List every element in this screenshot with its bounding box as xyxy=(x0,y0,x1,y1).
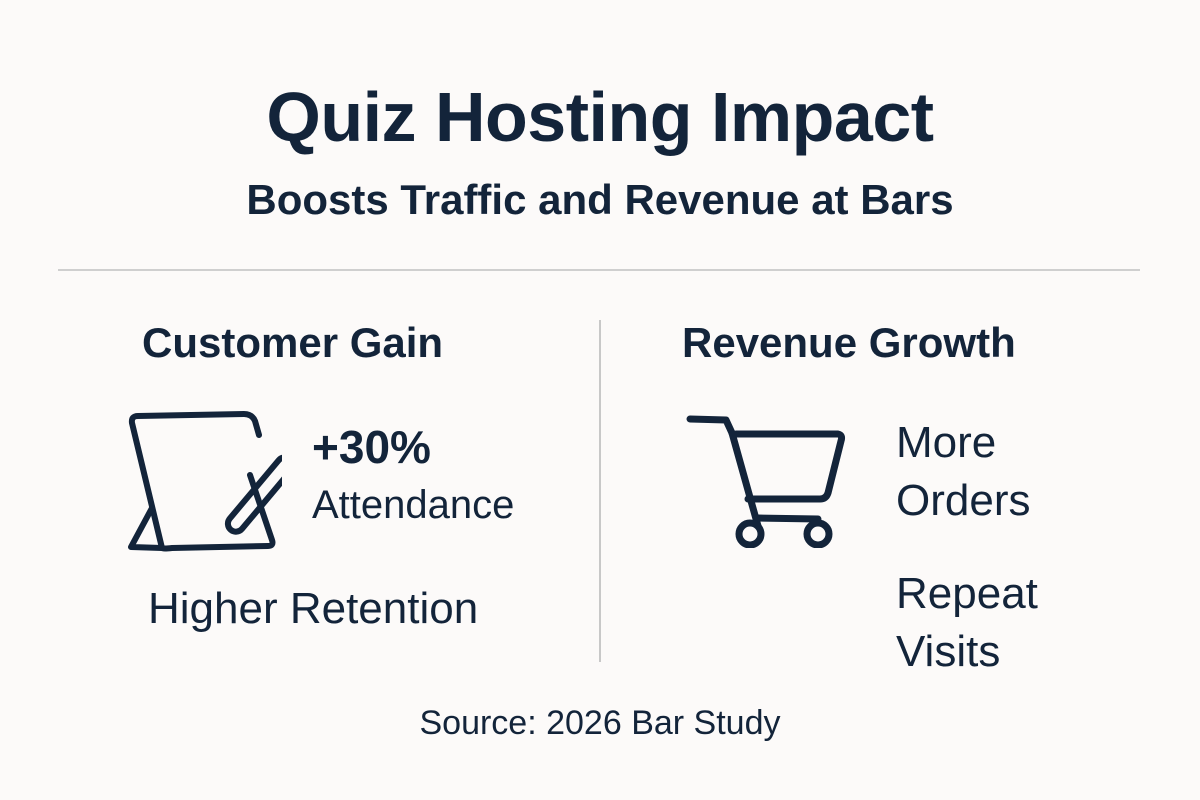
attendance-stat-value: +30% xyxy=(312,421,431,473)
revenue-item-repeat-visits: Repeat Visits xyxy=(896,565,1156,681)
revenue-item-line: Visits xyxy=(896,627,1001,676)
horizontal-divider xyxy=(58,269,1140,271)
revenue-item-line: Repeat xyxy=(896,569,1038,618)
tablet-pen-icon xyxy=(122,405,296,555)
section-title-revenue-growth: Revenue Growth xyxy=(682,319,1016,366)
revenue-item-line: More xyxy=(896,418,997,467)
page-title: Quiz Hosting Impact xyxy=(266,78,934,156)
retention-note: Higher Retention xyxy=(148,584,479,633)
revenue-item-line: Orders xyxy=(896,476,1031,525)
shopping-cart-icon xyxy=(680,408,850,549)
source-citation: Source: 2026 Bar Study xyxy=(419,704,781,742)
vertical-divider xyxy=(599,320,601,662)
page-subtitle: Boosts Traffic and Revenue at Bars xyxy=(246,176,954,223)
section-title-customer-gain: Customer Gain xyxy=(142,319,444,366)
revenue-item-more-orders: More Orders xyxy=(896,414,1156,530)
attendance-stat-label: Attendance xyxy=(312,483,515,527)
